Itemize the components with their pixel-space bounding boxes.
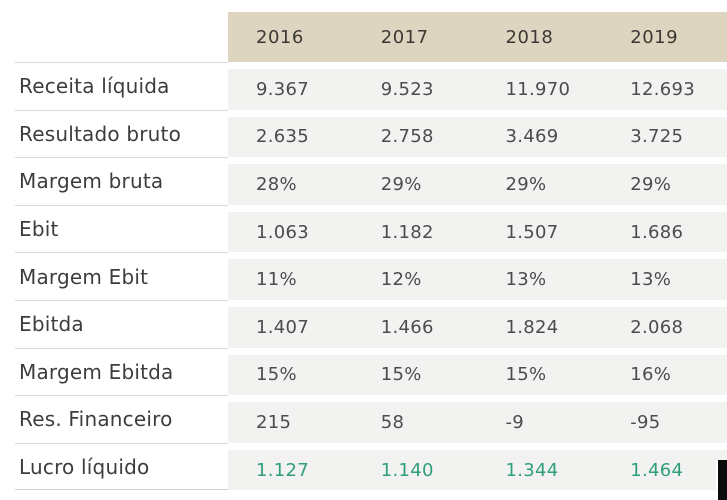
row-label: Resultado bruto: [15, 109, 228, 158]
cell-value: 9.367: [228, 62, 353, 110]
column-header-year: 2019: [602, 0, 727, 62]
row-label: Margem Ebit: [15, 252, 228, 300]
cell-value: 3.469: [477, 109, 603, 158]
cell-value: 11%: [228, 252, 353, 300]
cell-value: 29%: [477, 157, 603, 205]
cell-value: 9.523: [352, 62, 478, 110]
column-header-year: 2018: [477, 0, 603, 62]
cell-value: 28%: [228, 157, 353, 205]
column-header-year: 2016: [228, 0, 353, 62]
cell-value: 1.686: [602, 204, 727, 253]
cell-value-highlight: 1.127: [228, 442, 353, 491]
row-label: Lucro líquido: [15, 442, 228, 491]
cell-value: 3.725: [602, 109, 727, 158]
cell-value: 1.063: [228, 204, 353, 253]
cell-value: 15%: [477, 347, 603, 396]
cell-value: 11.970: [477, 62, 603, 110]
cell-value: 1.466: [352, 299, 478, 348]
cell-value: 13%: [602, 252, 727, 300]
row-label: Margem Ebitda: [15, 347, 228, 396]
cell-value: 29%: [602, 157, 727, 205]
cell-value: -9: [477, 395, 603, 443]
cell-value: 58: [352, 395, 478, 443]
cell-value: 16%: [602, 347, 727, 396]
cursor-artifact: [716, 460, 727, 500]
cell-value: 215: [228, 395, 353, 443]
cell-value: 2.635: [228, 109, 353, 158]
cell-value: 15%: [228, 347, 353, 396]
cell-value: 1.507: [477, 204, 603, 253]
row-label: Ebit: [15, 204, 228, 253]
header-corner-spacer: [0, 0, 228, 62]
cell-value-highlight: 1.464: [602, 442, 727, 491]
cell-value: 15%: [352, 347, 478, 396]
column-header-year: 2017: [352, 0, 478, 62]
row-label: Ebitda: [15, 299, 228, 348]
cell-value: 2.758: [352, 109, 478, 158]
row-label: Receita líquida: [15, 62, 228, 110]
row-label: Margem bruta: [15, 157, 228, 205]
cell-value: 12%: [352, 252, 478, 300]
cell-value: -95: [602, 395, 727, 443]
cell-value-highlight: 1.344: [477, 442, 603, 491]
row-label: Res. Financeiro: [15, 395, 228, 443]
cell-value: 1.824: [477, 299, 603, 348]
cell-value: 12.693: [602, 62, 727, 110]
cell-value: 2.068: [602, 299, 727, 348]
cell-value: 13%: [477, 252, 603, 300]
cell-value-highlight: 1.140: [352, 442, 478, 491]
cell-value: 1.182: [352, 204, 478, 253]
cell-value: 1.407: [228, 299, 353, 348]
cell-value: 29%: [352, 157, 478, 205]
